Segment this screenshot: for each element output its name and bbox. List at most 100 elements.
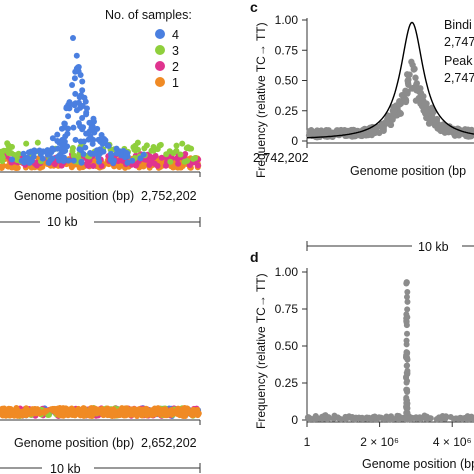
point (412, 97, 420, 104)
point (108, 152, 115, 159)
point (59, 147, 66, 154)
point (403, 374, 410, 381)
point (45, 159, 52, 166)
point (50, 146, 57, 153)
point (88, 412, 95, 419)
panel-b-points (0, 405, 202, 419)
point (80, 150, 87, 157)
point (98, 131, 105, 138)
point (83, 105, 90, 112)
y-tick-label: 0.25 (275, 104, 299, 118)
point (404, 349, 411, 356)
point (160, 409, 167, 416)
point (116, 163, 123, 170)
point (86, 119, 93, 126)
legend-label-4: 4 (172, 28, 179, 42)
point (451, 415, 458, 422)
point (54, 131, 61, 138)
panel-d-y-ticks: 0 0.25 0.50 0.75 1.00 (275, 265, 307, 427)
panel-c-x-axis-label: Genome position (bp (350, 164, 466, 178)
point (0, 163, 5, 170)
point (37, 151, 44, 158)
point (42, 407, 49, 414)
y-tick-label: 0.25 (275, 376, 299, 390)
point (37, 409, 44, 416)
legend-marker-3 (155, 45, 165, 55)
point (167, 158, 174, 165)
point (60, 157, 67, 164)
panel-d-x-axis-label: Genome position (bp) (362, 457, 474, 471)
point (404, 409, 411, 416)
y-tick-label: 0.50 (275, 74, 299, 88)
point (69, 148, 76, 155)
point (432, 119, 439, 126)
point (82, 98, 89, 105)
point (356, 415, 363, 422)
point (143, 142, 150, 149)
point (318, 130, 325, 137)
y-tick-label: 0 (291, 413, 298, 427)
point (34, 139, 41, 146)
point (177, 151, 184, 158)
legend-marker-4 (155, 29, 165, 39)
point (6, 412, 13, 419)
legend-marker-1 (155, 77, 165, 87)
point (73, 107, 80, 114)
point (412, 74, 419, 81)
point (18, 157, 25, 164)
point (58, 125, 65, 132)
x-tick-label: 4 × 10⁶ (433, 435, 472, 449)
point (71, 102, 78, 109)
point (75, 99, 82, 106)
point (403, 369, 410, 376)
y-tick-label: 0.75 (275, 43, 299, 57)
panel-d-points (304, 279, 474, 423)
point (421, 102, 428, 109)
point (28, 157, 35, 164)
point (404, 389, 411, 396)
point (403, 71, 411, 78)
point (72, 68, 79, 75)
point (170, 150, 177, 157)
point (417, 90, 424, 97)
point (442, 413, 449, 420)
point (134, 139, 141, 146)
point (403, 379, 410, 386)
panel-d-x-ticks: 1 2 × 10⁶ 4 × 10⁶ (304, 422, 472, 449)
point (14, 157, 21, 164)
point (131, 146, 138, 153)
point (79, 87, 86, 94)
y-tick-label: 0.75 (275, 302, 299, 316)
y-tick-label: 1.00 (275, 265, 299, 279)
point (157, 141, 164, 148)
panel-b-scale-bar-label: 10 kb (50, 462, 81, 474)
y-tick-label: 1.00 (275, 13, 299, 27)
point (70, 35, 76, 41)
point (94, 125, 101, 132)
point (352, 132, 359, 140)
point (133, 410, 140, 417)
point (79, 114, 86, 121)
point (23, 407, 30, 414)
point (73, 52, 80, 59)
point (83, 130, 90, 137)
point (175, 160, 182, 167)
point (150, 147, 157, 154)
point (55, 411, 62, 418)
point (70, 124, 77, 131)
point (88, 125, 95, 132)
point (404, 306, 411, 313)
point (428, 107, 436, 114)
point (188, 409, 195, 416)
point (163, 151, 170, 158)
point (104, 142, 111, 149)
panel-b-x-end-label: 2,652,202 (141, 436, 197, 450)
panel-c-points (305, 58, 474, 141)
panel-c-annotation-4: 2,747 (444, 71, 474, 85)
point (404, 90, 411, 97)
point (97, 150, 104, 157)
point (86, 135, 93, 142)
point (78, 92, 85, 99)
point (184, 157, 191, 164)
